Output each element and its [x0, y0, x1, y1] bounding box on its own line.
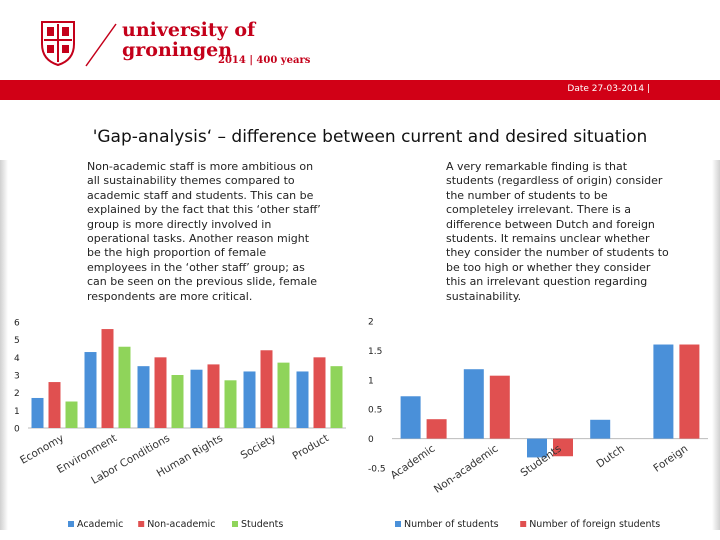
y-tick-label: 2	[368, 318, 374, 328]
bar-academic-human-rights	[190, 369, 203, 428]
bar-students-environment	[118, 346, 131, 428]
legend-label-number-of-students: Number of students	[404, 519, 499, 530]
category-label-foreign: Foreign	[651, 443, 690, 475]
bar-number-of-foreign-students-foreign	[679, 344, 700, 439]
header-red-bar	[0, 80, 720, 100]
bar-non-academic-product	[313, 357, 326, 428]
y-tick-label: 0	[14, 425, 20, 435]
y-tick-label: 2	[14, 389, 20, 399]
bar-students-economy	[65, 401, 78, 428]
bar-academic-product	[296, 371, 309, 428]
bar-number-of-students-students	[527, 438, 547, 458]
y-tick-label: 1	[14, 407, 20, 417]
bar-non-academic-human-rights	[207, 364, 220, 428]
university-years: 2014 | 400 years	[218, 55, 311, 66]
bar-academic-environment	[84, 352, 97, 428]
legend-swatch-academic	[68, 521, 74, 527]
y-tick-label: 0.5	[368, 406, 382, 416]
left-paragraph: Non-academic staff is more ambitious on …	[87, 160, 321, 303]
university-crest-icon	[41, 21, 75, 66]
bar-number-of-students-foreign	[653, 344, 674, 439]
legend-swatch-non-academic	[138, 521, 145, 527]
university-name-line1: university of	[122, 19, 256, 41]
legend-label-students: Students	[241, 519, 283, 530]
category-label-academic: Academic	[388, 442, 437, 481]
bar-non-academic-society	[260, 350, 273, 428]
bar-non-academic-environment	[101, 329, 114, 428]
bar-academic-labor-conditions	[137, 366, 150, 428]
bar-students-labor-conditions	[171, 375, 184, 428]
logo-slash-icon	[85, 23, 117, 67]
y-tick-label: 1.5	[368, 347, 382, 357]
y-tick-label: 4	[14, 354, 20, 364]
university-name-line2: groningen	[122, 39, 233, 61]
bar-number-of-foreign-students-students	[553, 438, 573, 457]
bar-students-human-rights	[224, 380, 237, 428]
bar-non-academic-labor-conditions	[154, 357, 167, 428]
bar-academic-society	[243, 371, 256, 428]
category-label-dutch: Dutch	[594, 443, 627, 471]
legend-swatch-number-of-students	[395, 521, 401, 527]
bar-number-of-students-non-academic	[463, 369, 484, 439]
y-tick-label: -0.5	[368, 465, 386, 475]
bar-academic-economy	[31, 397, 44, 428]
university-name: university of groningen	[122, 20, 255, 60]
y-tick-label: 3	[14, 372, 20, 382]
slide-title: 'Gap-analysis‘ – difference between curr…	[92, 127, 648, 147]
category-label-non-academic: Non-academic	[432, 443, 501, 496]
bar-students-society	[277, 362, 290, 428]
right-paragraph: A very remarkable finding is that studen…	[446, 160, 669, 303]
bar-number-of-foreign-students-academic	[426, 419, 447, 439]
legend-label-number-of-foreign-students: Number of foreign students	[529, 519, 660, 530]
right-edge-shadow	[712, 160, 720, 530]
bar-number-of-foreign-students-non-academic	[489, 375, 510, 439]
bar-number-of-students-academic	[400, 396, 421, 439]
bar-non-academic-economy	[48, 382, 61, 428]
y-tick-label: 0	[368, 435, 374, 445]
header-logo-area: university of groningen 2014 | 400 years	[0, 0, 720, 80]
bar-number-of-students-dutch	[590, 419, 611, 439]
legend-label-academic: Academic	[77, 519, 123, 530]
left-edge-shadow	[0, 160, 8, 530]
y-tick-label: 5	[14, 336, 20, 346]
legend-label-non-academic: Non-academic	[147, 519, 215, 530]
slide-date: Date 27-03-2014 |	[567, 84, 650, 94]
y-tick-label: 1	[368, 376, 374, 386]
bar-students-product	[330, 366, 343, 428]
y-tick-label: 6	[14, 319, 20, 329]
legend-swatch-number-of-foreign-students	[520, 521, 527, 527]
legend-swatch-students	[232, 521, 238, 527]
